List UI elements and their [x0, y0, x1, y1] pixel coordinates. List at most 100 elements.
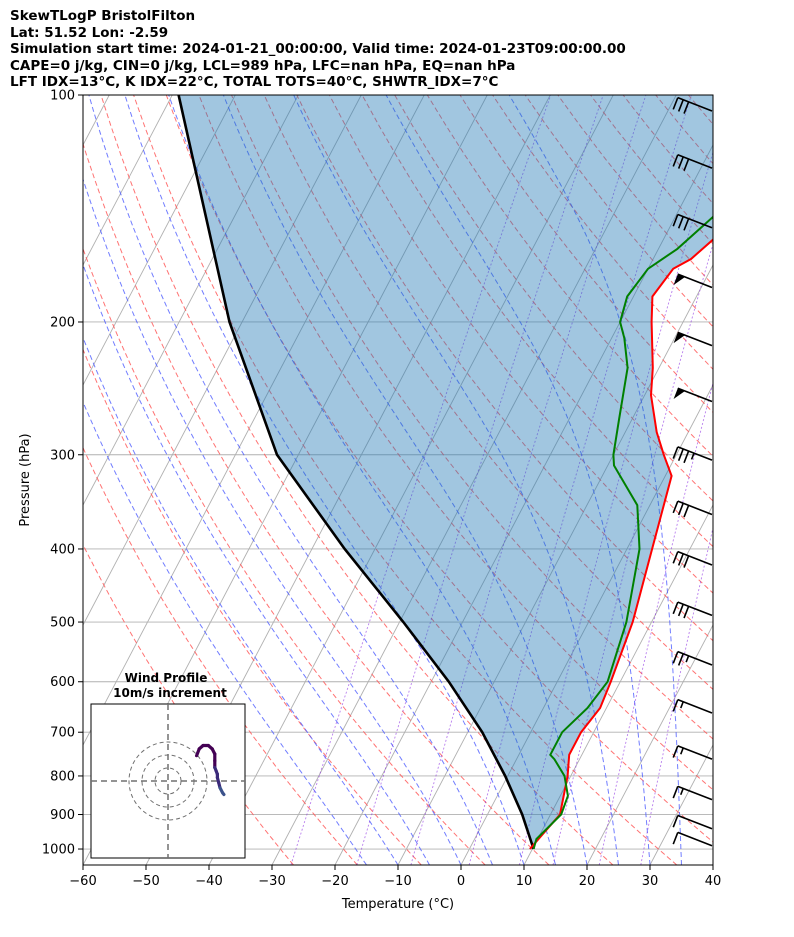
isotherm [83, 95, 362, 626]
isotherm [334, 144, 713, 865]
dry-adiabat [198, 95, 713, 791]
x-tick-label: −10 [384, 874, 411, 889]
y-tick-label: 200 [50, 315, 75, 330]
x-tick-label: 0 [457, 874, 465, 889]
mixing-ratio-line [356, 95, 604, 865]
dry-adiabat [83, 142, 550, 865]
wind-barb [673, 273, 713, 289]
x-axis-label: Temperature (°C) [341, 897, 454, 912]
moist-adiabat [222, 95, 588, 865]
stability-indices: LFT IDX=13°C, K IDX=22°C, TOTAL TOTS=40°… [10, 74, 499, 90]
x-tick-label: 40 [705, 874, 722, 889]
isotherm [271, 95, 677, 865]
x-tick-label: −40 [195, 874, 222, 889]
isotherm [523, 504, 713, 865]
mixing-ratio-line [640, 526, 713, 865]
x-tick-label: −30 [258, 874, 285, 889]
mixing-ratio-line [290, 95, 552, 865]
convective-indices: CAPE=0 j/kg, CIN=0 j/kg, LCL=989 hPa, LF… [10, 57, 516, 74]
wind-barb [672, 550, 713, 568]
moist-adiabat [168, 95, 556, 865]
profile-series [177, 95, 713, 850]
dry-adiabat [83, 348, 422, 865]
station-coordinates: Lat: 51.52 Lon: -2.59 [10, 24, 169, 41]
dry-adiabat [263, 95, 713, 690]
y-tick-label: 1000 [42, 843, 75, 858]
x-tick-label: 20 [579, 874, 596, 889]
temperature-line [529, 238, 713, 850]
y-tick-label: 100 [50, 89, 75, 104]
chart-header: SkewTLogP BristolFilton Lat: 51.52 Lon: … [10, 8, 626, 91]
y-tick-label: 800 [50, 769, 75, 784]
moist-adiabat [83, 177, 462, 865]
simulation-times: Simulation start time: 2024-01-21_00:00:… [10, 41, 626, 57]
y-tick-label: 400 [50, 542, 75, 557]
y-tick-label: 900 [50, 808, 75, 823]
wind-barb [673, 387, 713, 403]
wind-barb [672, 814, 713, 830]
wind-barbs [672, 96, 713, 847]
isotherm [712, 864, 713, 865]
cape-cin-shading [178, 95, 713, 849]
y-tick-label: 700 [50, 726, 75, 741]
wind-barb [672, 213, 713, 231]
y-axis-ticks: 100 200 300 400 500 600 700 800 900 1000 [42, 89, 83, 858]
isotherm [83, 95, 236, 386]
wind-barb [672, 831, 713, 847]
isotherm [586, 624, 713, 865]
wind-barb [672, 601, 713, 619]
mixing-ratio-line [468, 95, 692, 865]
wind-barb [672, 698, 713, 714]
wind-barb [672, 785, 713, 801]
cin-shaded-area [178, 95, 713, 849]
hodograph-trace-segment [221, 791, 226, 797]
isotherm [83, 95, 173, 266]
isotherm [83, 95, 299, 506]
x-tick-label: −50 [132, 874, 159, 889]
y-tick-label: 300 [50, 448, 75, 463]
wind-barb [672, 154, 713, 171]
moist-adiabat [83, 263, 430, 865]
hodograph-title: Wind Profile [125, 671, 208, 685]
x-tick-label: 30 [642, 874, 659, 889]
dry-adiabat [296, 95, 713, 642]
y-tick-label: 500 [50, 616, 75, 631]
x-tick-label: −20 [321, 874, 348, 889]
hodograph-subtitle: 10m/s increment [113, 686, 227, 700]
dry-adiabat [83, 247, 486, 865]
dry-adiabat [165, 95, 713, 843]
dry-adiabat [328, 95, 713, 594]
moist-adiabats [83, 95, 682, 865]
x-axis-ticks: −60 −50 −40 −30 −20 −10 0 10 20 30 40 [69, 865, 721, 889]
dry-adiabat [83, 543, 294, 865]
moist-adiabat [293, 95, 619, 865]
moist-adiabat [124, 95, 525, 865]
y-axis-label: Pressure (hPa) [18, 433, 33, 526]
moist-adiabat [88, 95, 493, 865]
mixing-ratio-lines [290, 95, 713, 865]
dry-adiabats [83, 95, 713, 865]
isotherm [460, 384, 713, 865]
station-title: SkewTLogP BristolFilton [10, 8, 196, 24]
wind-barb [673, 331, 713, 347]
wind-barb [672, 745, 713, 760]
wind-barb [672, 446, 713, 464]
dry-adiabat [426, 95, 713, 457]
dry-adiabat [361, 95, 713, 548]
dry-adiabat [83, 446, 358, 865]
dry-adiabat [133, 95, 678, 865]
dry-adiabat [231, 95, 713, 740]
wind-barb [672, 500, 713, 518]
parcel-profile-line [177, 95, 535, 850]
mixing-ratio-line [410, 95, 647, 865]
wind-barb [672, 650, 713, 666]
x-tick-label: −60 [69, 874, 96, 889]
wind-barb [672, 96, 713, 114]
dewpoint-line [532, 214, 713, 850]
hodograph-inset: Wind Profile 10m/s increment [90, 671, 246, 859]
moist-adiabat [83, 400, 367, 865]
x-tick-label: 10 [516, 874, 533, 889]
dry-adiabat [100, 95, 614, 865]
isotherm [83, 95, 425, 746]
